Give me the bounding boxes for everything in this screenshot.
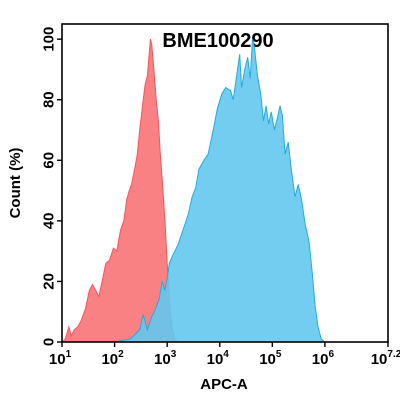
y-tick-label: 100 <box>40 27 57 52</box>
x-tick-label: 104 <box>207 349 230 368</box>
histogram-series-1 <box>60 38 180 343</box>
y-tick-label: 0 <box>40 338 57 346</box>
chart-title: BME100290 <box>162 30 273 52</box>
x-tick-label: 106 <box>312 349 335 368</box>
x-tick-label: 105 <box>259 349 282 368</box>
y-axis: 0 20 40 60 80 100 <box>40 27 62 346</box>
y-tick-label: 60 <box>40 152 57 169</box>
y-tick-label: 20 <box>40 273 57 290</box>
x-axis-label: APC-A <box>200 376 248 393</box>
plot-frame <box>61 23 389 343</box>
x-tick-label: 101 <box>49 349 72 368</box>
x-tick-label: 107.2 <box>371 349 400 368</box>
x-tick-label: 102 <box>101 349 124 368</box>
x-axis: 101 102 103 104 105 106 107.2 <box>49 342 400 368</box>
x-tick-label: 103 <box>154 349 177 368</box>
y-tick-label: 40 <box>40 213 57 230</box>
y-axis-label: Count (%) <box>7 148 24 219</box>
histogram-series-layer <box>60 38 327 343</box>
y-tick-label: 80 <box>40 91 57 108</box>
histogram-series-2 <box>93 38 327 343</box>
